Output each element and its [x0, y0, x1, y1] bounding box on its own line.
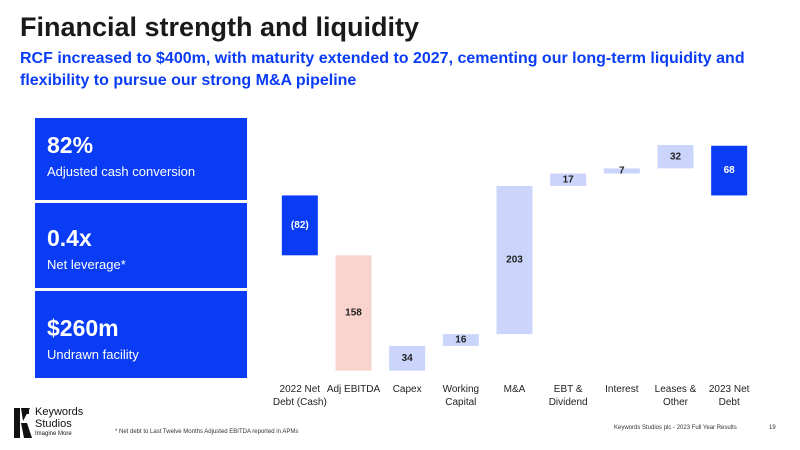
- bar: [389, 345, 426, 371]
- x-tick-label: Adj EBITDA: [326, 384, 381, 395]
- x-tick-label: 2023 Net Debt: [708, 384, 750, 408]
- kpi-value: 0.4x: [47, 225, 92, 251]
- data-label: 16: [455, 335, 467, 346]
- bar: [657, 145, 694, 169]
- logo-name: Studios: [35, 418, 72, 430]
- footer: Keywords Studios plc - 2023 Full Year Re…: [614, 425, 737, 431]
- slide-title: Financial strength and liquidity: [20, 12, 420, 42]
- footnote: * Net debt to Last Twelve Months Adjuste…: [115, 429, 299, 435]
- data-label: 32: [670, 151, 682, 162]
- data-label: 17: [563, 174, 575, 185]
- x-tick-label: Capex: [392, 384, 422, 395]
- kpi-value: 82%: [47, 132, 94, 158]
- data-label: 158: [345, 308, 362, 319]
- bar: [603, 168, 640, 174]
- bar: [496, 185, 533, 335]
- kpi-value: $260m: [47, 315, 119, 341]
- data-label: 34: [402, 353, 414, 364]
- bar: [442, 334, 479, 346]
- logo-text: Keywords Studios Imagine More: [35, 406, 83, 439]
- kpi-box: $260m Undrawn facility: [35, 291, 247, 378]
- kpi-label: Undrawn facility: [47, 347, 139, 362]
- data-label: (82): [291, 220, 309, 231]
- kpi-label: Adjusted cash conversion: [47, 164, 196, 179]
- bar: [711, 145, 748, 196]
- page-number: 19: [769, 425, 776, 431]
- x-tick-label: M&A: [503, 384, 526, 395]
- data-label: 68: [724, 165, 736, 176]
- data-label: 7: [619, 166, 625, 177]
- bar: [550, 173, 587, 186]
- logo-tagline: Imagine More: [35, 431, 72, 437]
- x-tick-label: EBT & Dividend: [548, 384, 588, 408]
- kpi-label: Net leverage*: [47, 257, 126, 272]
- x-tick-label: Leases & Other: [654, 384, 697, 408]
- data-label: 203: [506, 255, 523, 266]
- logo-name: Keywords: [35, 406, 84, 418]
- x-tick-label: Interest: [605, 384, 639, 395]
- x-tick-label: Working Capital: [442, 384, 480, 408]
- kpi-box: 82% Adjusted cash conversion: [35, 118, 247, 200]
- bar: [281, 195, 318, 256]
- logo-icon: [14, 408, 32, 438]
- kpi-box: 0.4x Net leverage*: [35, 203, 247, 288]
- bar: [335, 255, 372, 371]
- x-tick-label: 2022 Net Debt (Cash): [272, 384, 327, 408]
- slide-subtitle: RCF increased to $400m, with maturity ex…: [20, 50, 745, 89]
